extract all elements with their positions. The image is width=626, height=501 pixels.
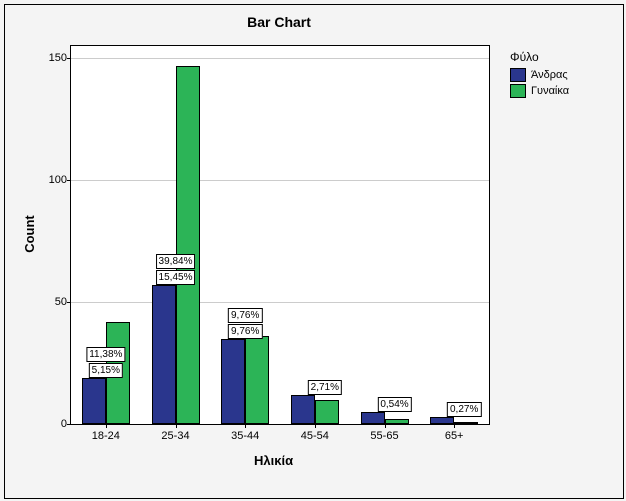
bar-male xyxy=(221,339,245,424)
bar-value-label: 9,76% xyxy=(228,324,262,339)
chart-title: Bar Chart xyxy=(70,14,488,30)
bar-value-label: 2,71% xyxy=(308,380,342,395)
y-tick-mark xyxy=(67,180,71,181)
bar-value-label: 15,45% xyxy=(156,270,196,285)
bar-female xyxy=(245,336,269,424)
x-tick-mark xyxy=(106,424,107,428)
y-tick-mark xyxy=(67,424,71,425)
y-tick-mark xyxy=(67,58,71,59)
y-tick-mark xyxy=(67,302,71,303)
bar-value-label: 0,54% xyxy=(377,397,411,412)
legend-item: Γυναίκα xyxy=(510,84,569,98)
plot-area: 05010015018-2411,38%5,15%25-3439,84%15,4… xyxy=(70,45,490,425)
x-tick-mark xyxy=(176,424,177,428)
legend-item: Άνδρας xyxy=(510,68,569,82)
y-axis-label: Count xyxy=(22,215,37,253)
bar-male xyxy=(430,417,454,424)
legend-swatch xyxy=(510,84,526,98)
chart-container: Bar Chart 05010015018-2411,38%5,15%25-34… xyxy=(0,0,626,501)
bar-value-label: 39,84% xyxy=(156,254,196,269)
bar-male xyxy=(152,285,176,424)
x-tick-mark xyxy=(315,424,316,428)
legend-title: Φύλο xyxy=(510,50,569,64)
bar-value-label: 11,38% xyxy=(86,347,125,362)
bar-male xyxy=(361,412,385,424)
bar-female xyxy=(454,422,478,424)
bar-male xyxy=(291,395,315,424)
legend-label: Άνδρας xyxy=(531,69,568,81)
bar-value-label: 5,15% xyxy=(89,363,123,378)
gridline xyxy=(71,302,489,303)
gridline xyxy=(71,180,489,181)
legend: Φύλο Άνδρας Γυναίκα xyxy=(510,50,569,100)
x-tick-mark xyxy=(385,424,386,428)
gridline xyxy=(71,58,489,59)
bar-female xyxy=(315,400,339,424)
bar-value-label: 0,27% xyxy=(447,402,481,417)
bar-male xyxy=(82,378,106,424)
x-tick-mark xyxy=(245,424,246,428)
bar-value-label: 9,76% xyxy=(228,308,262,323)
x-tick-mark xyxy=(454,424,455,428)
legend-label: Γυναίκα xyxy=(531,85,569,97)
legend-swatch xyxy=(510,68,526,82)
bar-female xyxy=(176,66,200,424)
bar-female xyxy=(385,419,409,424)
x-axis-label: Ηλικία xyxy=(254,453,293,468)
